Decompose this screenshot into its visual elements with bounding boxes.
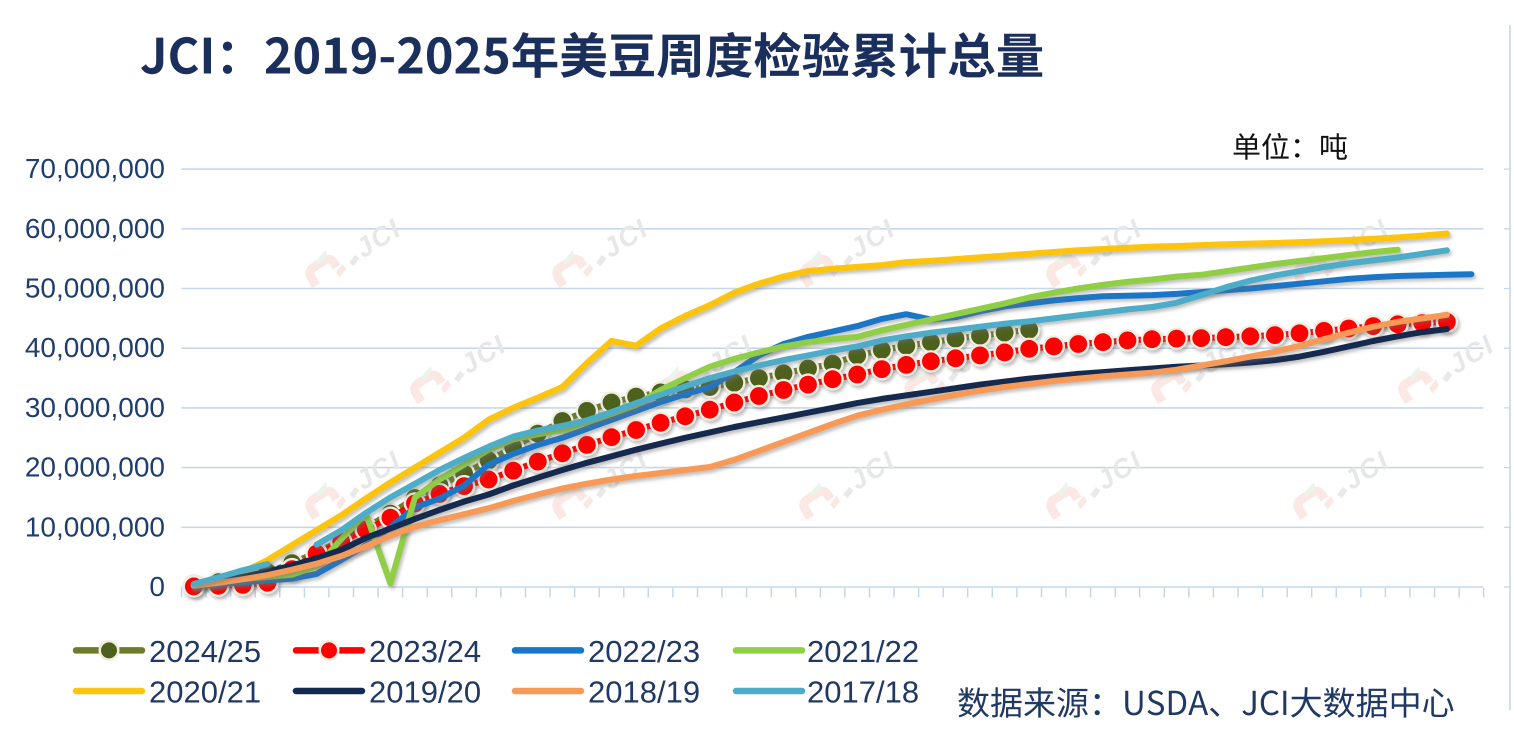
svg-text:30,000,000: 30,000,000 bbox=[25, 392, 165, 423]
svg-text:0: 0 bbox=[149, 571, 165, 602]
svg-text:2021/22: 2021/22 bbox=[807, 634, 919, 669]
svg-text:40,000,000: 40,000,000 bbox=[25, 332, 165, 363]
svg-text:2017/18: 2017/18 bbox=[807, 675, 919, 710]
svg-text:2023/24: 2023/24 bbox=[369, 634, 481, 669]
svg-text:2024/25: 2024/25 bbox=[149, 634, 261, 669]
svg-text:70,000,000: 70,000,000 bbox=[25, 153, 165, 184]
svg-text:10,000,000: 10,000,000 bbox=[25, 511, 165, 542]
svg-text:50,000,000: 50,000,000 bbox=[25, 273, 165, 304]
svg-text:2019/20: 2019/20 bbox=[369, 675, 481, 710]
svg-text:2018/19: 2018/19 bbox=[588, 675, 700, 710]
svg-text:60,000,000: 60,000,000 bbox=[25, 213, 165, 244]
svg-text:2020/21: 2020/21 bbox=[149, 675, 261, 710]
svg-text:2022/23: 2022/23 bbox=[588, 634, 700, 669]
svg-text:20,000,000: 20,000,000 bbox=[25, 452, 165, 483]
